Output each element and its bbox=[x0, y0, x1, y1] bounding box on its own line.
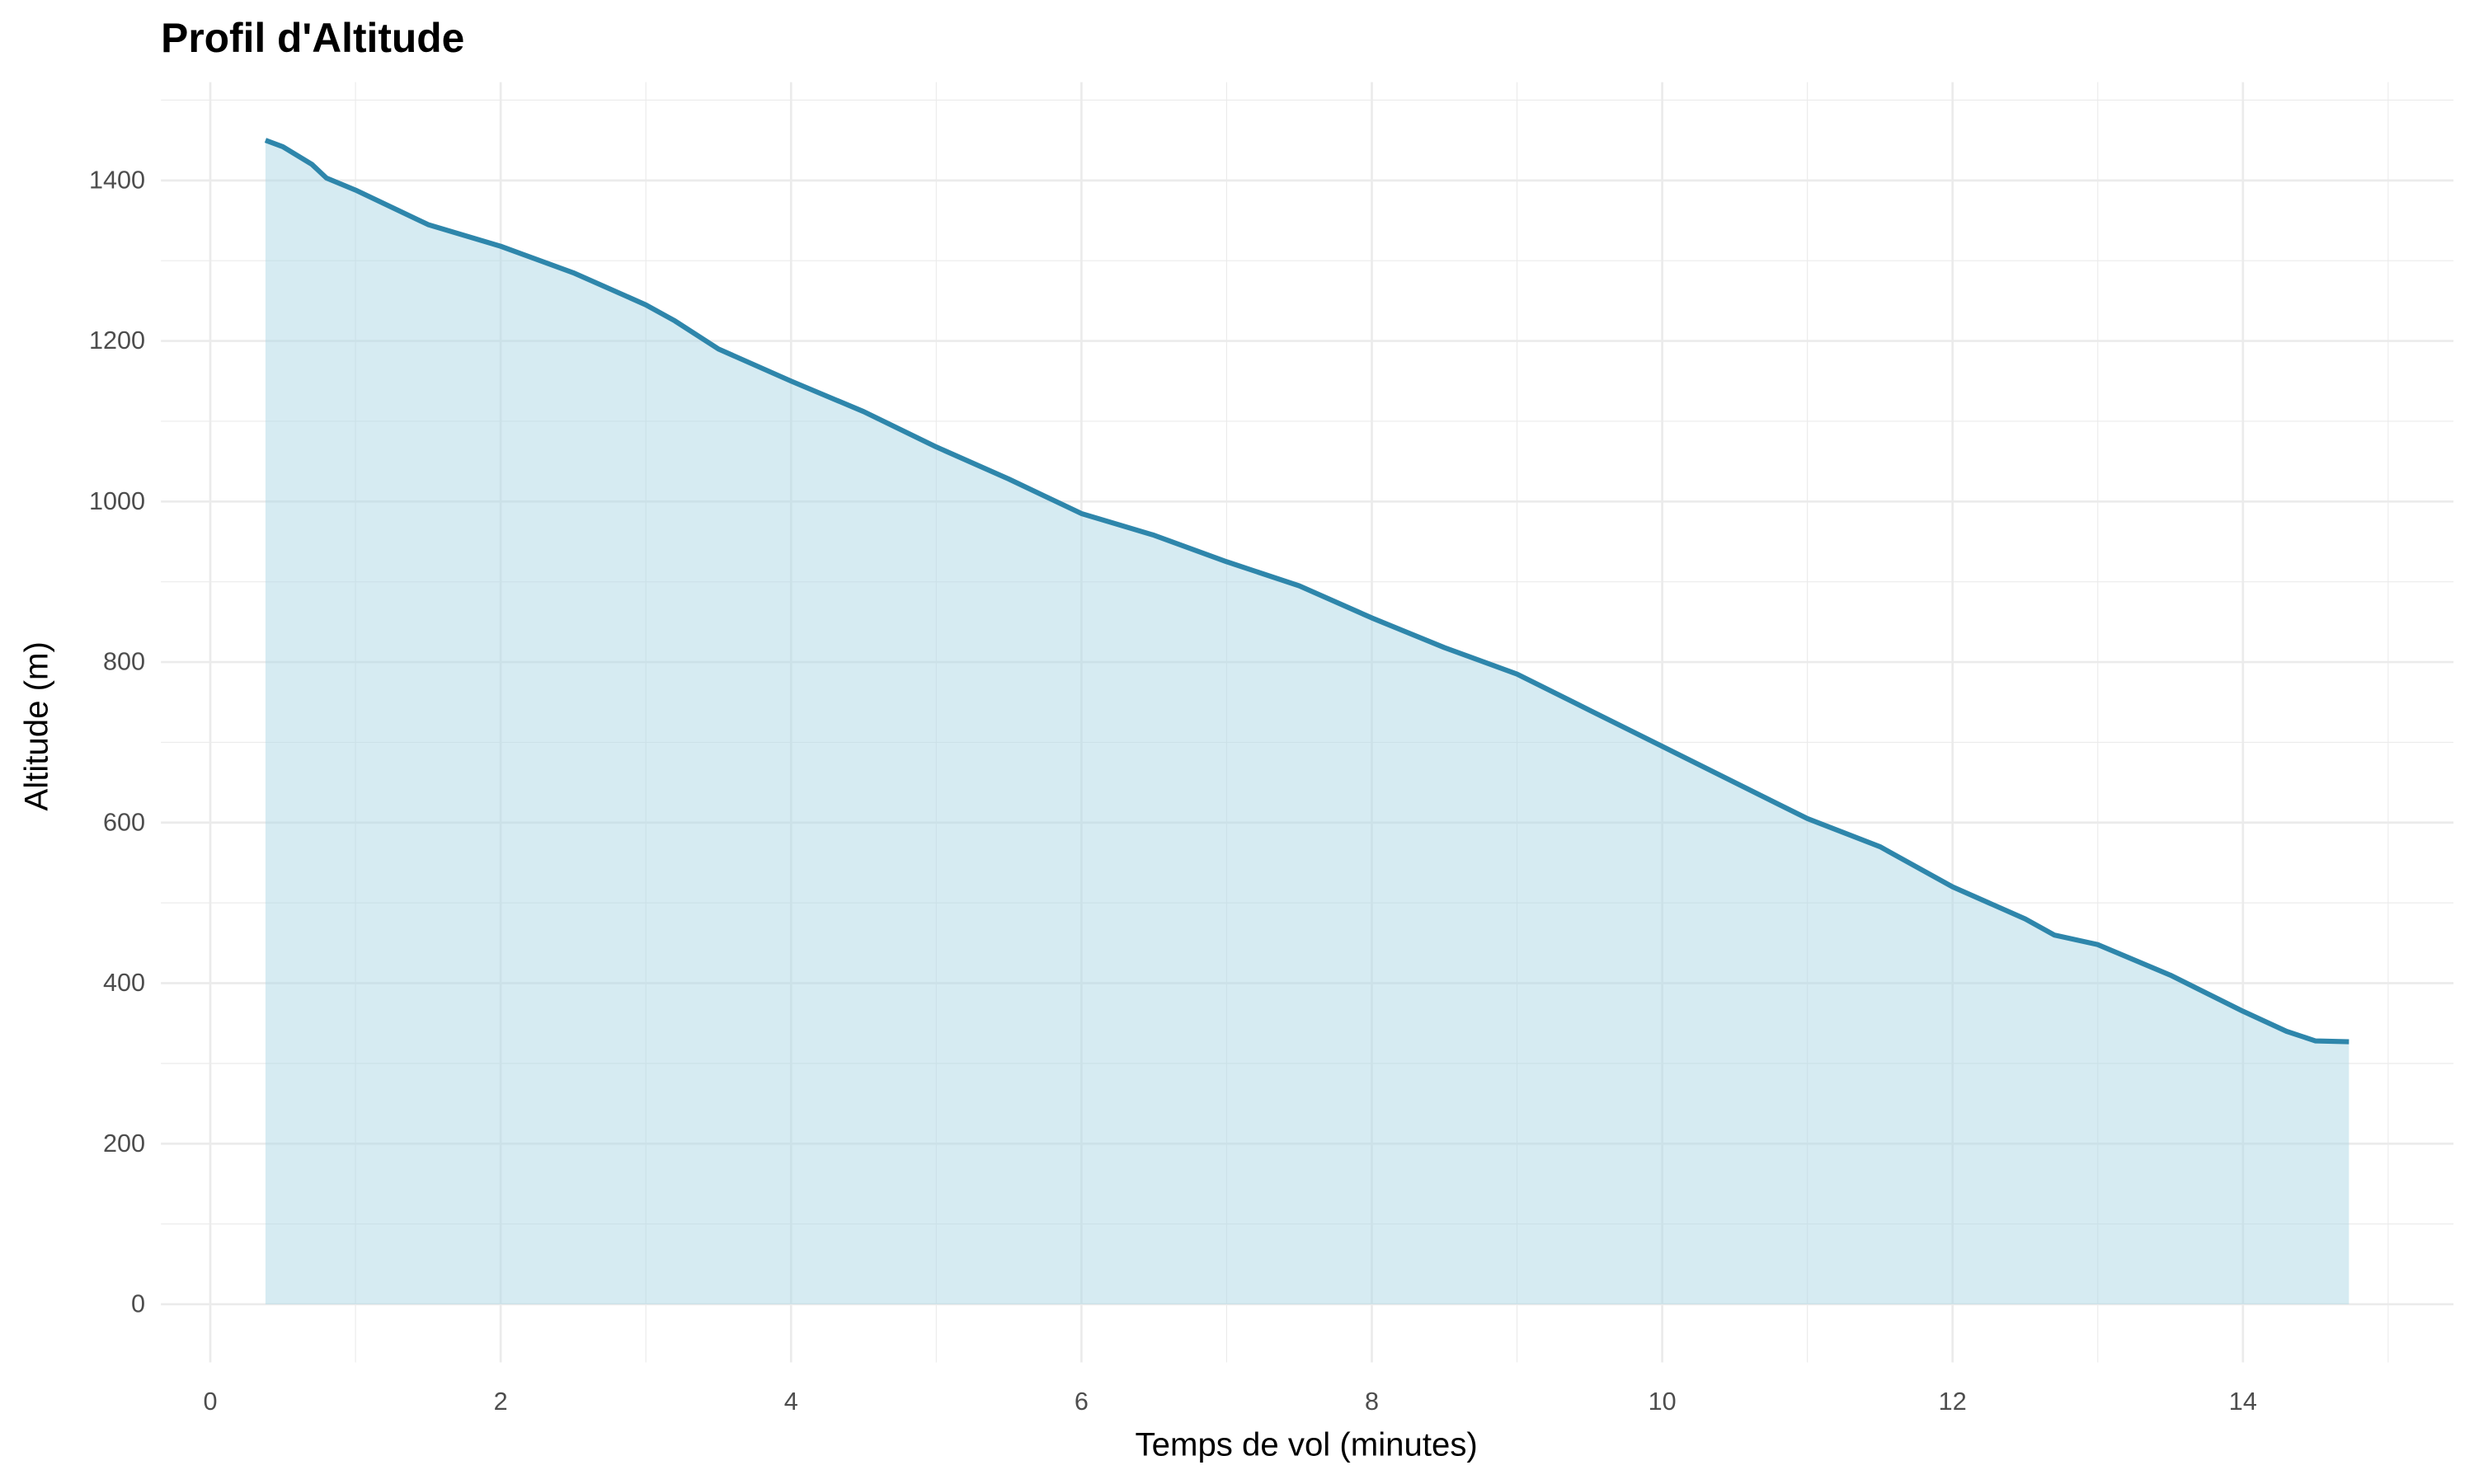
y-tick-label: 1000 bbox=[89, 487, 145, 515]
y-tick-label: 600 bbox=[103, 808, 145, 836]
chart-title: Profil d'Altitude bbox=[161, 15, 464, 61]
y-tick-label: 200 bbox=[103, 1129, 145, 1158]
y-tick-label: 0 bbox=[131, 1290, 145, 1318]
x-tick-label: 0 bbox=[204, 1388, 218, 1416]
line bbox=[264, 138, 2349, 1045]
area bbox=[265, 140, 2349, 1304]
y-tick-label: 400 bbox=[103, 969, 145, 997]
x-tick-label: 14 bbox=[2229, 1388, 2257, 1416]
x-axis-title: Temps de vol (minutes) bbox=[1136, 1426, 1478, 1463]
y-tick-label: 800 bbox=[103, 648, 145, 676]
y-tick-label: 1200 bbox=[89, 326, 145, 355]
x-tick-label: 12 bbox=[1939, 1388, 1967, 1416]
y-tick-label: 1400 bbox=[89, 166, 145, 194]
y-axis-title: Altitude (m) bbox=[17, 641, 54, 811]
x-tick-label: 6 bbox=[1075, 1388, 1089, 1416]
x-tick-label: 4 bbox=[784, 1388, 798, 1416]
x-tick-label: 2 bbox=[494, 1388, 508, 1416]
x-tick-label: 10 bbox=[1649, 1388, 1677, 1416]
x-tick-label: 8 bbox=[1365, 1388, 1379, 1416]
